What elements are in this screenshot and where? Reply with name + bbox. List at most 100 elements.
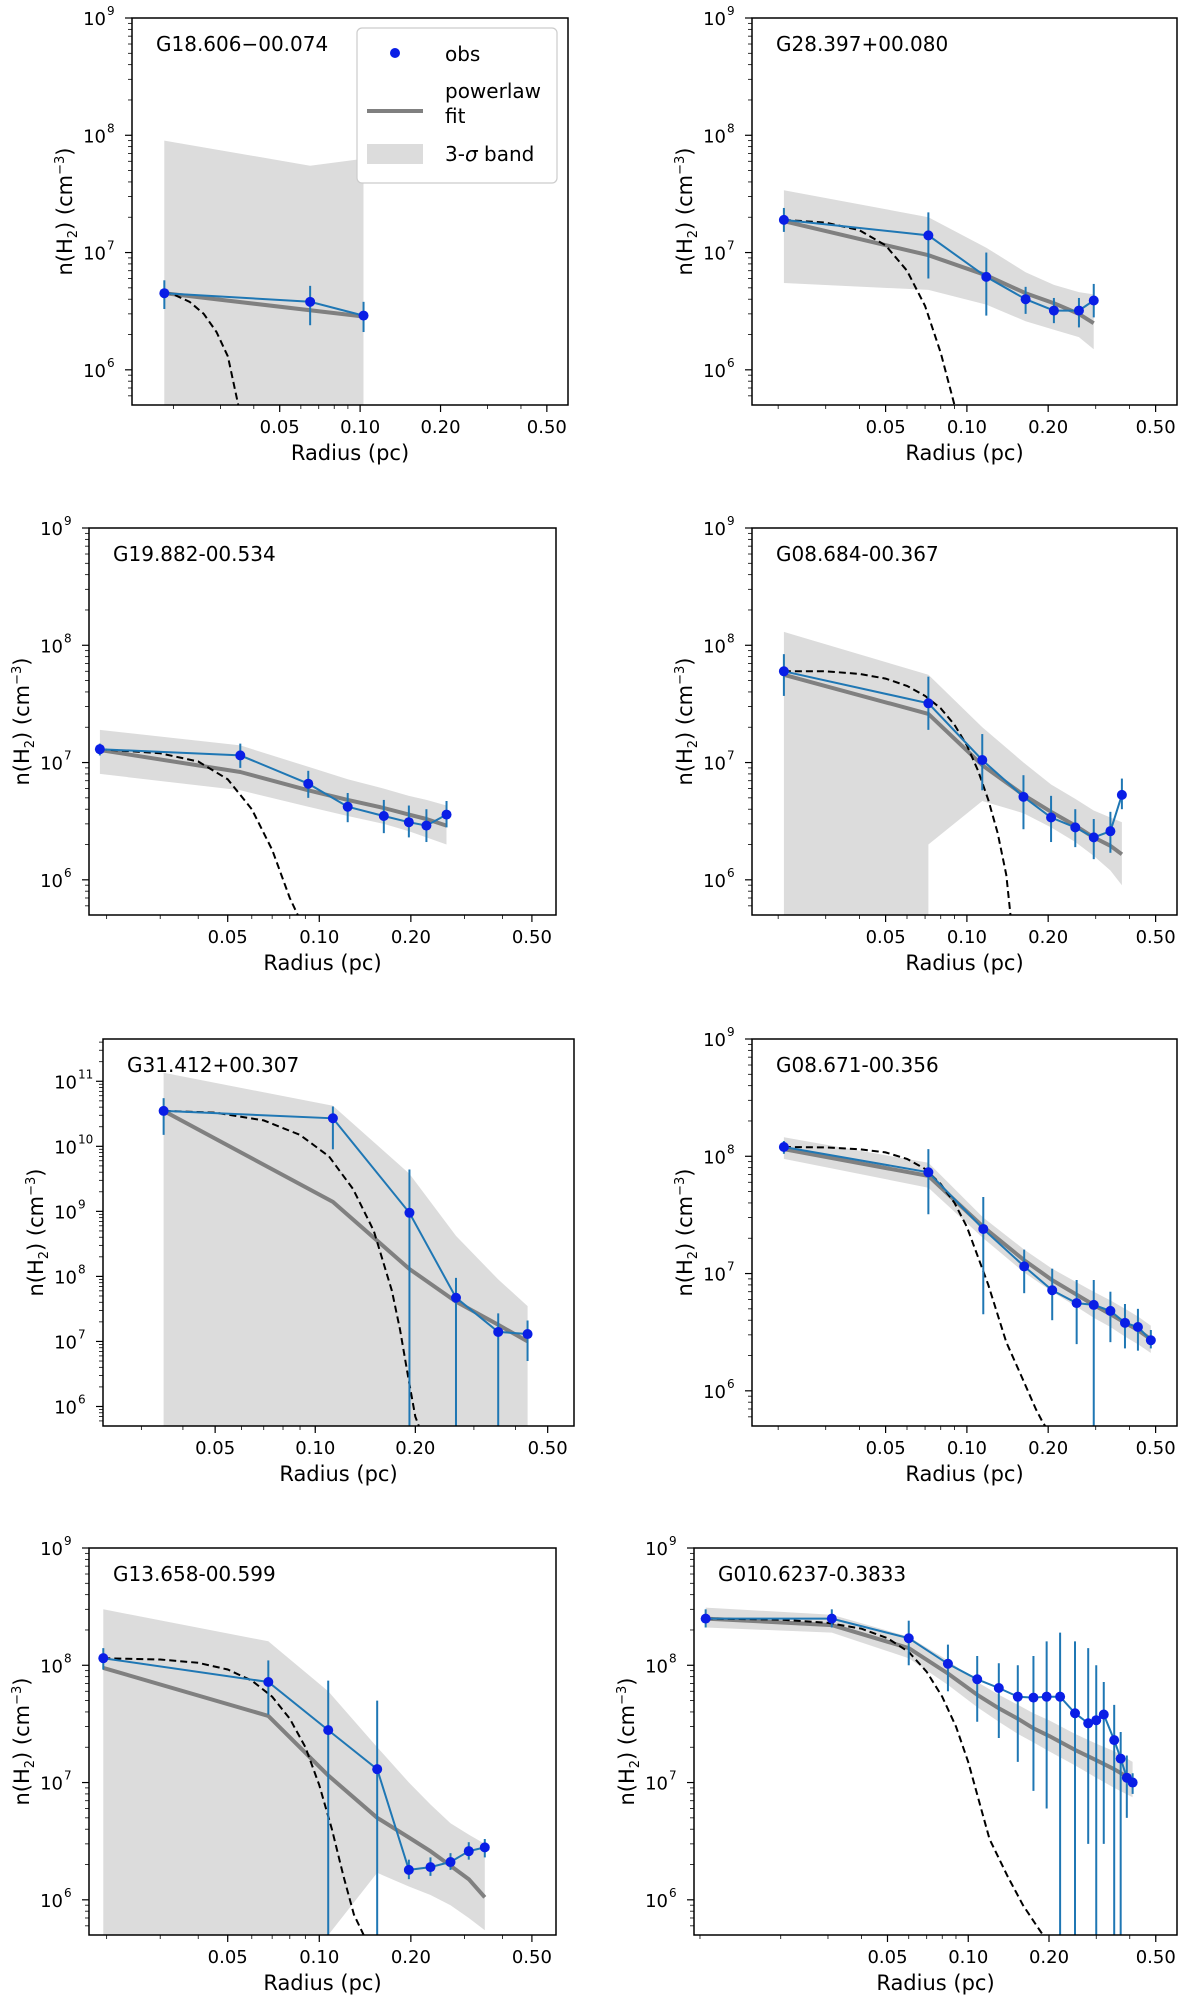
obs-point: [403, 817, 414, 828]
obs-point: [1105, 826, 1116, 837]
y-label-units: ) (cm: [673, 1196, 697, 1251]
legend-band-sigma: σ: [465, 142, 479, 166]
y-tick-exponent: 8: [107, 121, 115, 135]
y-label-close: ): [673, 1168, 697, 1176]
plot-area: [700, 1607, 1138, 1935]
y-tick-exponent: 8: [64, 1651, 72, 1665]
x-tick-label: 0.50: [1136, 417, 1176, 438]
y-tick-label: 10 8: [703, 631, 735, 657]
y-tick-exponent: 9: [727, 4, 735, 18]
y-tick-label: 10 6: [703, 356, 735, 382]
y-label-close: ): [24, 1168, 48, 1176]
obs-point: [1018, 791, 1029, 802]
y-label-units: ) (cm: [24, 1196, 48, 1251]
y-tick-base: 10: [703, 1265, 726, 1286]
x-axis-label: Radius (pc): [876, 1971, 994, 1995]
x-tick-label: 0.20: [1028, 1438, 1068, 1459]
y-label-subscript: 2: [628, 1760, 643, 1768]
obs-point: [903, 1633, 914, 1644]
panel-title: G31.412+00.307: [127, 1053, 299, 1077]
obs-point: [1115, 1753, 1126, 1764]
y-tick-base: 10: [40, 1891, 63, 1912]
obs-point: [1019, 1261, 1030, 1272]
y-tick-label: 10 7: [645, 1769, 677, 1795]
obs-point: [421, 820, 432, 831]
y-tick-label: 10 8: [703, 121, 735, 147]
y-tick-exponent: 8: [669, 1651, 677, 1665]
y-tick-exponent: 7: [727, 239, 735, 253]
y-tick-exponent: 9: [727, 1025, 735, 1039]
obs-point: [778, 666, 789, 677]
y-tick-base: 10: [703, 754, 726, 775]
y-tick-label: 10 9: [645, 1534, 677, 1560]
y-tick-exponent: 7: [78, 1327, 86, 1341]
model-curve: [99, 748, 299, 915]
y-tick-base: 10: [40, 754, 63, 775]
y-tick-label: 10 6: [40, 866, 72, 892]
x-tick-label: 0.50: [1136, 927, 1176, 948]
y-tick-label: 10 6: [703, 866, 735, 892]
x-tick-label: 0.05: [866, 927, 906, 948]
obs-point: [1116, 789, 1127, 800]
y-tick-exponent: 9: [669, 1534, 677, 1548]
x-tick-label: 0.10: [947, 417, 987, 438]
obs-point: [1088, 1299, 1099, 1310]
y-tick-exponent: 9: [78, 1197, 86, 1211]
y-tick-base: 10: [40, 636, 63, 657]
y-label-main: n(H: [10, 1768, 34, 1805]
legend-obs-label: obs: [445, 42, 480, 66]
y-tick-label: 10 11: [54, 1067, 93, 1093]
model-curve: [783, 218, 956, 405]
sigma-band: [783, 190, 1094, 350]
y-label-exponent: −3: [10, 1686, 25, 1705]
y-tick-exponent: 9: [727, 514, 735, 528]
obs-point: [778, 214, 789, 225]
y-tick-base: 10: [83, 126, 106, 147]
legend-band-prefix: 3-: [445, 142, 465, 166]
y-label-subscript: 2: [23, 1760, 38, 1768]
obs-point: [1127, 1777, 1138, 1788]
x-tick-label: 0.10: [299, 927, 339, 948]
y-label-subscript: 2: [37, 1251, 52, 1259]
obs-point: [305, 296, 316, 307]
obs-point: [1109, 1735, 1120, 1746]
x-tick-label: 0.10: [947, 1438, 987, 1459]
sigma-band: [163, 1072, 528, 1426]
y-label-close: ): [673, 657, 697, 665]
obs-point: [1028, 1692, 1039, 1703]
y-label-main: n(H: [673, 238, 697, 275]
x-tick-label: 0.20: [1029, 1947, 1069, 1968]
axes-frame: [102, 1038, 575, 1427]
y-tick-base: 10: [83, 244, 106, 265]
x-tick-label: 0.50: [1136, 1947, 1176, 1968]
sigma-band: [783, 1137, 1151, 1353]
y-tick-label: 10 7: [703, 749, 735, 775]
y-tick-label: 10 7: [83, 239, 115, 265]
y-tick-base: 10: [54, 1267, 77, 1288]
y-label-subscript: 2: [23, 740, 38, 748]
obs-point: [1145, 1335, 1156, 1346]
plot-area: [98, 1609, 490, 1935]
y-tick-base: 10: [703, 871, 726, 892]
obs-point: [235, 750, 246, 761]
y-tick-base: 10: [645, 1539, 668, 1560]
y-tick-exponent: 9: [64, 514, 72, 528]
obs-point: [1105, 1305, 1116, 1316]
axes-frame: [751, 17, 1178, 406]
y-tick-exponent: 6: [669, 1886, 677, 1900]
y-label-exponent: −3: [615, 1686, 630, 1705]
obs-point: [425, 1862, 436, 1873]
y-tick-base: 10: [40, 1539, 63, 1560]
x-tick-label: 0.50: [527, 417, 567, 438]
obs-point: [1070, 1708, 1081, 1719]
obs-point: [923, 698, 934, 709]
plot-area: [159, 140, 369, 405]
panel-title: G18.606−00.074: [156, 32, 328, 56]
sigma-band: [164, 140, 364, 405]
obs-point: [1073, 305, 1084, 316]
y-tick-exponent: 8: [727, 1142, 735, 1156]
x-axis-label: Radius (pc): [279, 1462, 397, 1486]
obs-point: [358, 310, 369, 321]
obs-point: [372, 1764, 383, 1775]
